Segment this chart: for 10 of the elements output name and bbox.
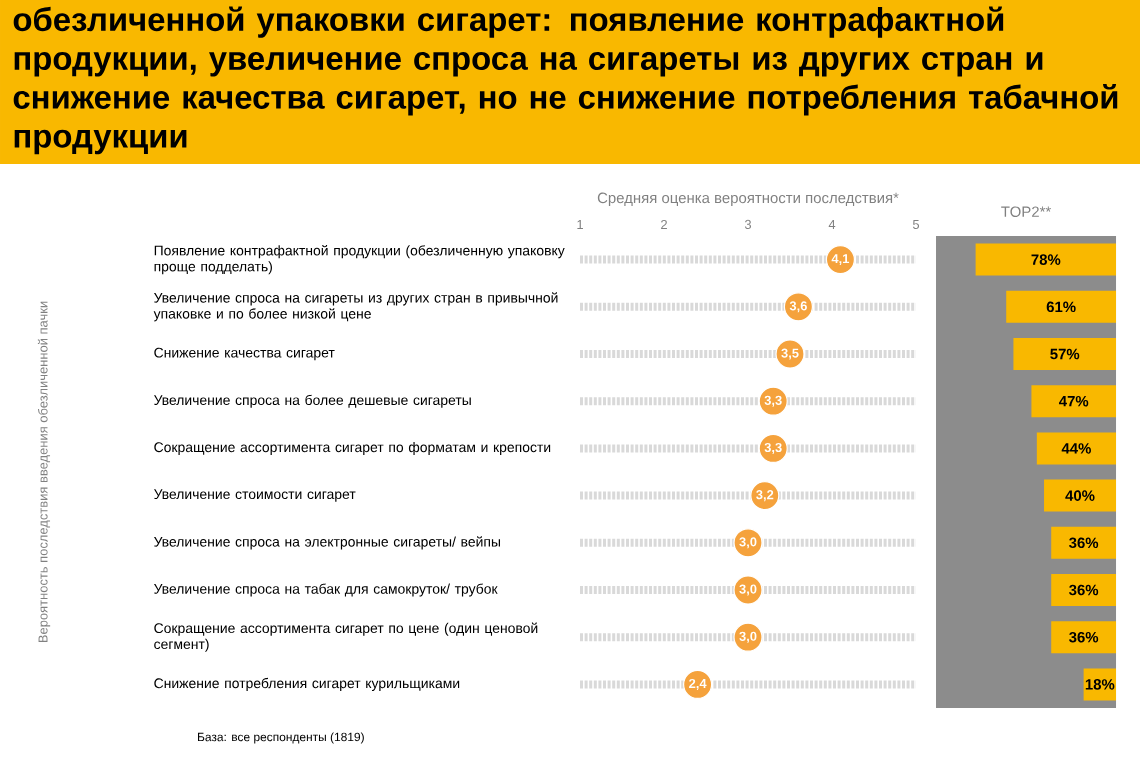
bar	[1036, 432, 1117, 465]
bar	[1051, 621, 1117, 654]
bar	[1051, 574, 1117, 607]
bar	[1044, 479, 1117, 512]
bar	[1013, 338, 1117, 371]
bar	[1051, 526, 1117, 559]
chart-title: обезличенной упаковки сигарет: появление контрафактной продукции, увеличение спроса на сигареты из других стран и снижение качества сигарет, но не снижение потребления табачной продукции	[13, 6, 1118, 155]
bar	[1031, 385, 1117, 418]
bar	[975, 243, 1117, 276]
bar	[1006, 290, 1117, 323]
